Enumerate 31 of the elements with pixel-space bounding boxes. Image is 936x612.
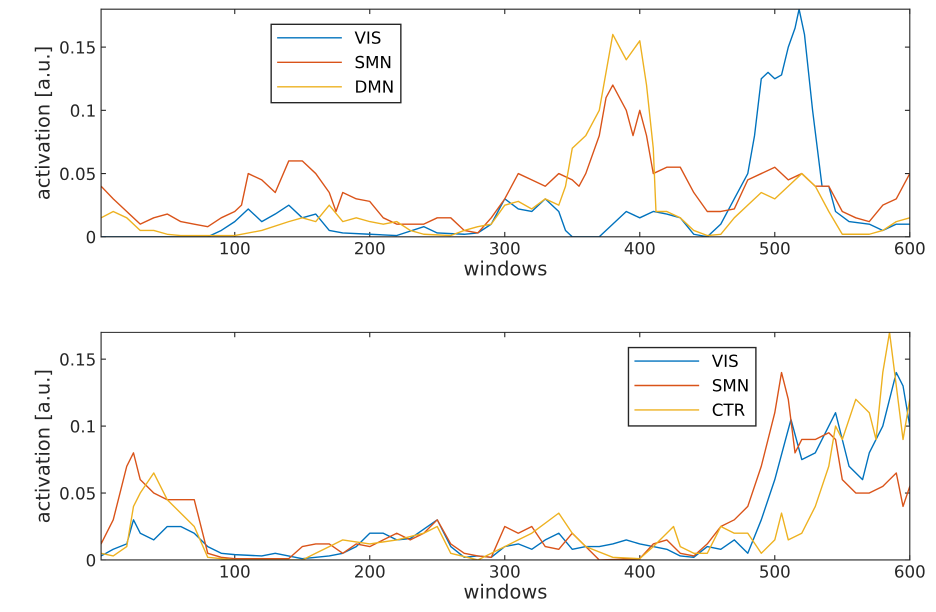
y-tick-label: 0 <box>86 554 96 567</box>
y-tick-label: 0.15 <box>60 41 95 54</box>
y-tick-label: 0 <box>86 230 96 244</box>
x-tick-label: 600 <box>895 242 925 255</box>
y-tick-label: 0.1 <box>70 420 95 433</box>
legend-label: DMN <box>356 80 393 93</box>
x-axis-title: windows <box>464 584 546 599</box>
x-tick-label: 500 <box>760 565 790 578</box>
y-axis-title: activation [a.u.] <box>34 370 52 522</box>
legend-label: VIS <box>354 31 380 44</box>
x-tick-label: 600 <box>895 565 925 578</box>
line-series <box>101 332 910 560</box>
legend-label: VIS <box>712 354 738 368</box>
x-tick-label: 100 <box>220 242 250 255</box>
x-tick-label: 400 <box>624 242 655 255</box>
y-tick-label: 0.05 <box>60 487 95 500</box>
legend-label: SMN <box>356 56 390 68</box>
x-tick-label: 300 <box>490 565 520 578</box>
x-tick-label: 100 <box>220 565 250 578</box>
x-tick-label: 300 <box>490 242 520 255</box>
x-tick-label: 200 <box>355 242 385 255</box>
y-tick-label: 0.05 <box>60 168 95 180</box>
x-tick-label: 200 <box>355 565 385 578</box>
y-axis-title: activation [a.u.] <box>34 48 52 199</box>
legend-label: SMN <box>712 378 748 392</box>
y-tick-label: 0.15 <box>60 353 95 366</box>
legend-label: CTR <box>712 403 745 416</box>
x-tick-label: 500 <box>760 242 790 255</box>
y-tick-label: 0.1 <box>70 104 95 117</box>
x-axis-title: windows <box>464 260 546 276</box>
x-tick-label: 400 <box>624 565 655 578</box>
